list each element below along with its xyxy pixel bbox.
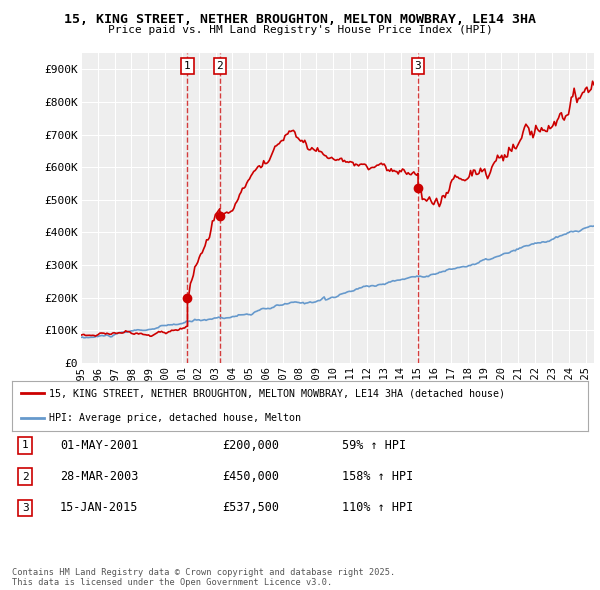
Text: 2: 2 [22,472,29,481]
Text: 28-MAR-2003: 28-MAR-2003 [60,470,139,483]
Text: 15, KING STREET, NETHER BROUGHTON, MELTON MOWBRAY, LE14 3HA: 15, KING STREET, NETHER BROUGHTON, MELTO… [64,13,536,26]
Text: 15-JAN-2015: 15-JAN-2015 [60,502,139,514]
Text: 15, KING STREET, NETHER BROUGHTON, MELTON MOWBRAY, LE14 3HA (detached house): 15, KING STREET, NETHER BROUGHTON, MELTO… [49,388,505,398]
Text: £200,000: £200,000 [222,439,279,452]
Text: 1: 1 [22,441,29,450]
Text: HPI: Average price, detached house, Melton: HPI: Average price, detached house, Melt… [49,413,301,423]
Text: 01-MAY-2001: 01-MAY-2001 [60,439,139,452]
Text: 2: 2 [217,61,223,71]
Text: 3: 3 [22,503,29,513]
Text: £450,000: £450,000 [222,470,279,483]
Text: 59% ↑ HPI: 59% ↑ HPI [342,439,406,452]
Text: 3: 3 [415,61,421,71]
Text: Price paid vs. HM Land Registry's House Price Index (HPI): Price paid vs. HM Land Registry's House … [107,25,493,35]
Text: 1: 1 [184,61,191,71]
Text: 158% ↑ HPI: 158% ↑ HPI [342,470,413,483]
Text: £537,500: £537,500 [222,502,279,514]
Text: Contains HM Land Registry data © Crown copyright and database right 2025.
This d: Contains HM Land Registry data © Crown c… [12,568,395,587]
Text: 110% ↑ HPI: 110% ↑ HPI [342,502,413,514]
